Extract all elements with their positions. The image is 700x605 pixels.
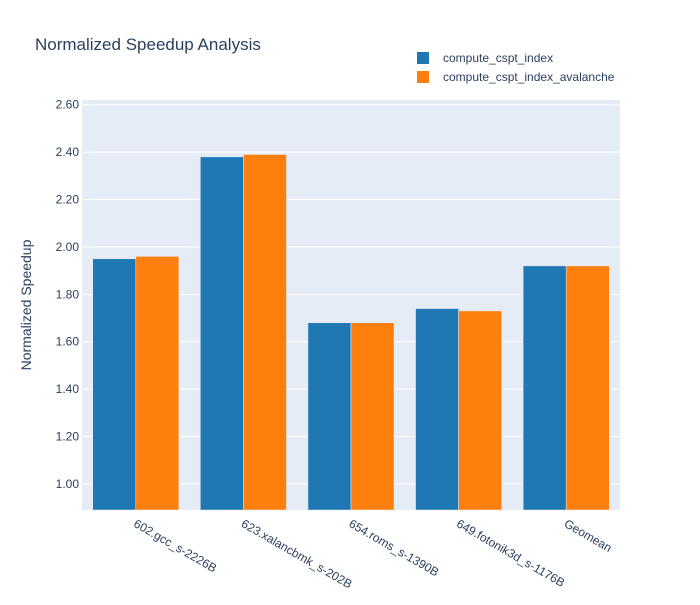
bar-compute-cspt-index-avalanche[interactable] [350, 322, 395, 511]
legend-item[interactable]: compute_cspt_index_avalanche [417, 70, 615, 84]
legend-swatch [417, 71, 429, 83]
x-tick-label: 623.xalancbmk_s-202B [239, 516, 355, 591]
bar-compute-cspt-index[interactable] [522, 265, 567, 511]
bar-compute-cspt-index[interactable] [200, 156, 244, 511]
y-axis-ticks: 1.00 1.20 1.40 1.60 1.80 2.00 2.20 2.40 2.60 [56, 98, 80, 491]
y-tick-label: 1.60 [56, 335, 80, 349]
legend[interactable]: compute_cspt_index compute_cspt_index_ava… [417, 51, 615, 84]
bar-compute-cspt-index-avalanche[interactable] [565, 265, 610, 511]
y-tick-label: 1.20 [56, 430, 80, 444]
y-tick-label: 1.80 [56, 287, 80, 301]
legend-label: compute_cspt_index_avalanche [443, 70, 615, 84]
bar-compute-cspt-index[interactable] [92, 258, 137, 511]
y-tick-label: 1.40 [56, 382, 80, 396]
bar-compute-cspt-index[interactable] [307, 322, 352, 511]
x-tick-label: 602.gcc_s-2226B [131, 516, 219, 575]
x-tick-label: Geomean [562, 516, 615, 554]
bar-compute-cspt-index-avalanche[interactable] [243, 154, 287, 511]
y-tick-label: 2.60 [56, 98, 80, 112]
x-tick-label: 649.fotonik3d_s-1176B [454, 516, 567, 589]
bar-compute-cspt-index[interactable] [415, 308, 459, 511]
y-tick-label: 2.20 [56, 193, 80, 207]
y-axis-label: Normalized Speedup [18, 239, 34, 370]
chart-title: Normalized Speedup Analysis [35, 35, 261, 54]
bar-compute-cspt-index-avalanche[interactable] [135, 256, 180, 511]
x-tick-label: 654.roms_s-1390B [347, 516, 442, 579]
legend-item[interactable]: compute_cspt_index [417, 51, 553, 65]
y-tick-label: 1.00 [56, 477, 80, 491]
y-tick-label: 2.40 [56, 145, 80, 159]
bars [92, 154, 610, 511]
legend-label: compute_cspt_index [443, 51, 553, 65]
bar-compute-cspt-index-avalanche[interactable] [458, 310, 502, 511]
y-tick-label: 2.00 [56, 240, 80, 254]
legend-swatch [417, 52, 429, 64]
x-axis-ticks: 602.gcc_s-2226B 623.xalancbmk_s-202B654.r… [131, 516, 614, 591]
